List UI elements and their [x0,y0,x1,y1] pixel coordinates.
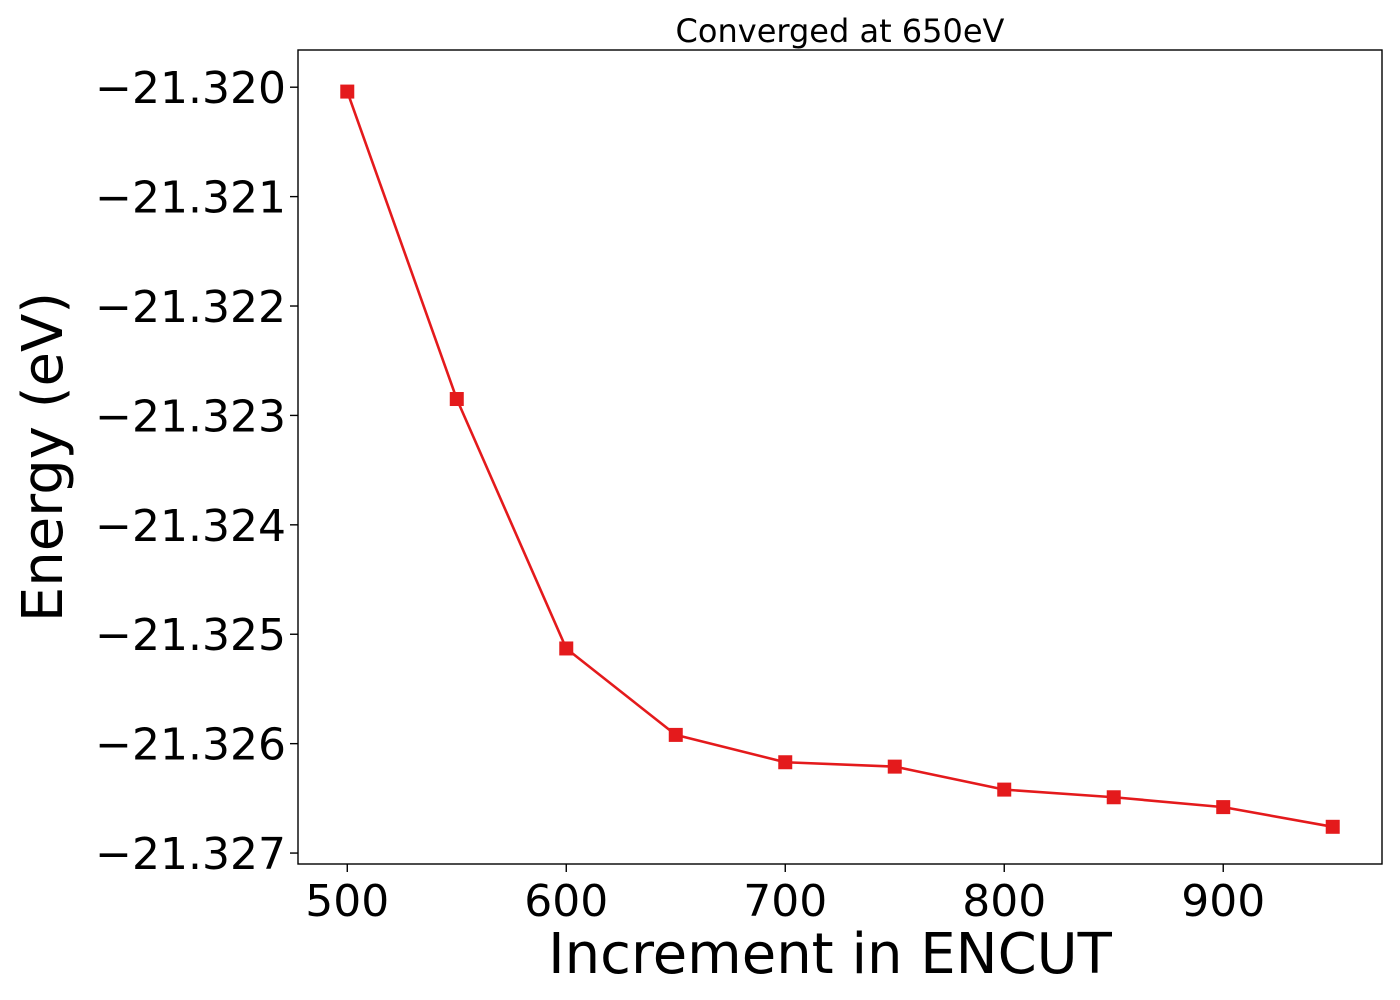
data-point-marker [997,782,1012,797]
data-point-marker [559,641,574,656]
x-axis: 500 600 700 800 900 [305,864,1265,927]
data-point-marker [1325,819,1340,834]
x-tick-label: 500 [305,876,389,927]
data-point-marker [778,755,793,770]
data-point-marker [340,84,355,99]
plot-area [340,84,1340,834]
x-tick-label: 900 [1181,876,1265,927]
x-tick-label: 600 [524,876,608,927]
y-tick-label: −21.323 [95,391,286,442]
data-point-marker [887,759,902,774]
y-tick-label: −21.327 [95,829,286,880]
plot-frame [297,49,1383,865]
x-axis-label: Increment in ENCUT [548,922,1113,987]
data-point-marker [1106,790,1121,805]
y-tick-label: −21.322 [95,282,286,333]
series-line [346,91,1333,829]
x-tick-label: 700 [743,876,827,927]
x-tick-label: 800 [962,876,1046,927]
y-tick-label: −21.324 [95,501,286,552]
y-tick-label: −21.325 [95,610,286,661]
data-point-marker [1216,800,1231,815]
data-point-marker [449,392,464,407]
chart-title: Converged at 650eV [676,12,1005,50]
y-tick-label: −21.320 [95,63,286,114]
y-tick-label: −21.326 [95,720,286,771]
data-point-marker [668,727,683,742]
y-axis: −21.320 −21.321 −21.322 −21.323 −21.324 −21.3… [95,63,298,880]
y-tick-label: −21.321 [95,173,286,224]
y-axis-label: Energy (eV) [11,292,76,622]
